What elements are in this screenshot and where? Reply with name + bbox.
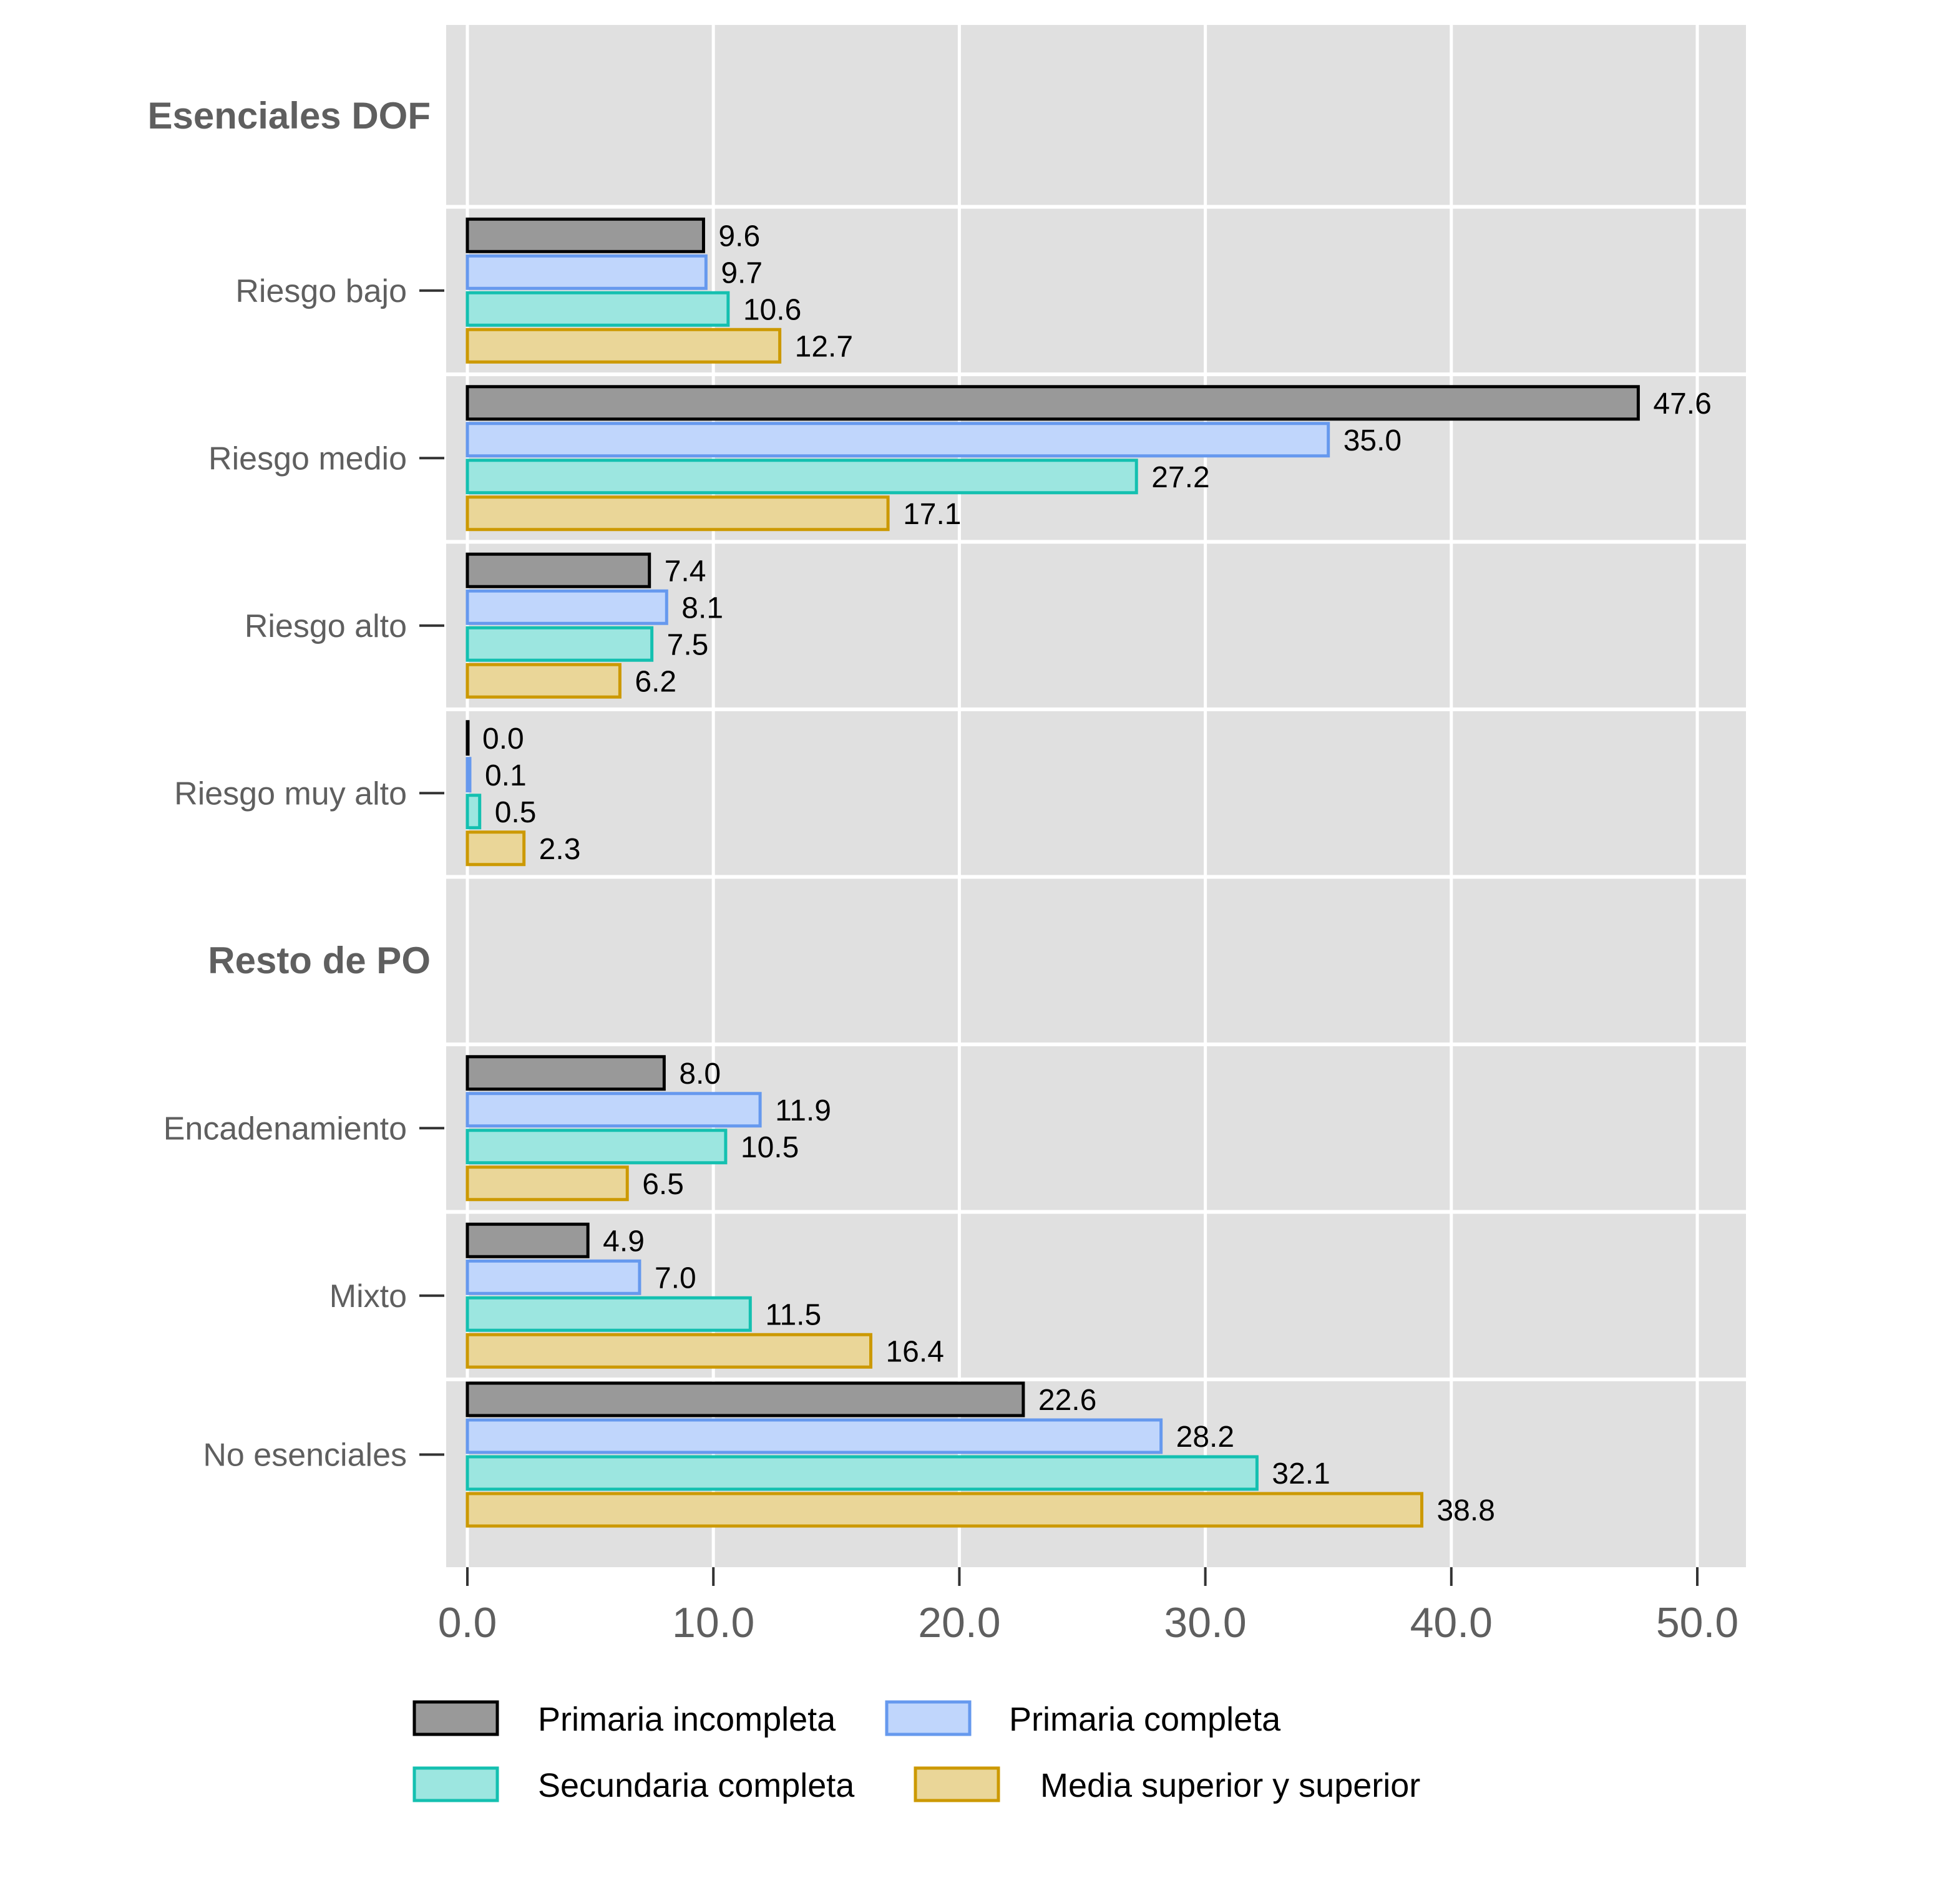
data-label: 0.0 (482, 722, 524, 756)
x-tick-label: 50.0 (1656, 1599, 1738, 1646)
category-label: Riesgo medio (208, 440, 407, 477)
bar (466, 1055, 666, 1091)
data-label: 11.5 (765, 1298, 821, 1331)
group-label: Resto de PO (208, 940, 431, 981)
legend-key (412, 1700, 499, 1736)
data-label: 28.2 (1176, 1421, 1234, 1454)
legend: Primaria incompleta Primaria completa Secu… (412, 1700, 1420, 1804)
category-label: Riesgo muy alto (174, 775, 407, 812)
bar (466, 1165, 629, 1202)
legend-label: Primaria incompleta (538, 1701, 836, 1738)
legend-key (914, 1766, 1000, 1802)
bar (466, 1381, 1025, 1417)
x-tick-label: 20.0 (918, 1599, 1000, 1646)
bar (466, 291, 730, 327)
x-tick-label: 10.0 (672, 1599, 754, 1646)
legend-key (412, 1766, 499, 1802)
bar (466, 589, 668, 625)
data-label: 10.6 (743, 293, 801, 326)
bar (466, 495, 890, 532)
data-label: 11.9 (775, 1094, 831, 1127)
group-label: Esenciales DOF (147, 95, 431, 137)
legend-key (885, 1700, 972, 1736)
bar (466, 459, 1138, 495)
category-label: No esenciales (203, 1437, 407, 1474)
bar (466, 1259, 641, 1295)
bar (466, 1333, 872, 1369)
data-label: 27.2 (1151, 461, 1209, 494)
bar (466, 422, 1330, 458)
data-label: 10.5 (741, 1131, 799, 1164)
data-label: 7.4 (665, 555, 706, 588)
data-label: 17.1 (903, 498, 961, 531)
bar (466, 1296, 752, 1332)
data-label: 35.0 (1343, 424, 1402, 457)
category-label: Riesgo alto (245, 608, 407, 644)
legend-label: Primaria completa (1009, 1701, 1281, 1738)
data-label: 8.1 (681, 591, 723, 625)
bars (466, 217, 1640, 1528)
bar (466, 1129, 728, 1165)
x-tick-label: 0.0 (438, 1599, 497, 1646)
x-axis: 0.0 10.0 20.0 30.0 40.0 50.0 (438, 1567, 1738, 1646)
x-tick-label: 30.0 (1164, 1599, 1246, 1646)
bar (466, 663, 622, 699)
bar (466, 1092, 762, 1128)
data-label: 8.0 (679, 1057, 721, 1091)
x-tick-label: 40.0 (1410, 1599, 1493, 1646)
data-label: 6.2 (635, 665, 676, 698)
category-label: Mixto (329, 1278, 407, 1315)
bar (466, 757, 472, 793)
data-label: 9.7 (721, 256, 763, 289)
bar (466, 720, 470, 756)
bar (466, 385, 1640, 421)
data-label: 6.5 (642, 1168, 684, 1201)
data-labels: 9.69.7 10.6 12.7 47.6 35.0 27.2 17.1 7.48.17.5 6… (482, 220, 1712, 1527)
bar (466, 552, 651, 588)
bar (466, 626, 654, 662)
data-label: 7.0 (655, 1261, 696, 1295)
data-label: 4.9 (603, 1225, 645, 1258)
y-axis: Esenciales DOF Riesgo bajo Riesgo medio Rie… (147, 95, 444, 1474)
data-label: 22.6 (1038, 1384, 1096, 1417)
legend-label: Media superior y superior (1040, 1767, 1420, 1804)
data-label: 47.6 (1653, 387, 1711, 420)
category-label: Encadenamiento (163, 1111, 407, 1147)
bar (466, 328, 782, 364)
legend-label: Secundaria completa (538, 1767, 855, 1804)
bar (466, 1418, 1163, 1454)
data-label: 0.5 (495, 796, 537, 829)
bar (466, 794, 482, 830)
category-label: Riesgo bajo (235, 273, 407, 309)
data-label: 12.7 (795, 330, 853, 363)
bar (466, 1222, 590, 1258)
bar (466, 217, 705, 253)
grid-lines (446, 25, 1746, 1567)
data-label: 0.1 (485, 759, 527, 792)
data-label: 9.6 (718, 220, 760, 253)
data-label: 16.4 (885, 1335, 943, 1368)
data-label: 2.3 (539, 833, 581, 866)
bar (466, 1492, 1423, 1528)
data-label: 38.8 (1436, 1494, 1494, 1527)
bar (466, 254, 708, 290)
bar (466, 830, 526, 867)
data-label: 32.1 (1272, 1457, 1330, 1490)
bar (466, 1455, 1259, 1491)
data-label: 7.5 (667, 628, 709, 661)
